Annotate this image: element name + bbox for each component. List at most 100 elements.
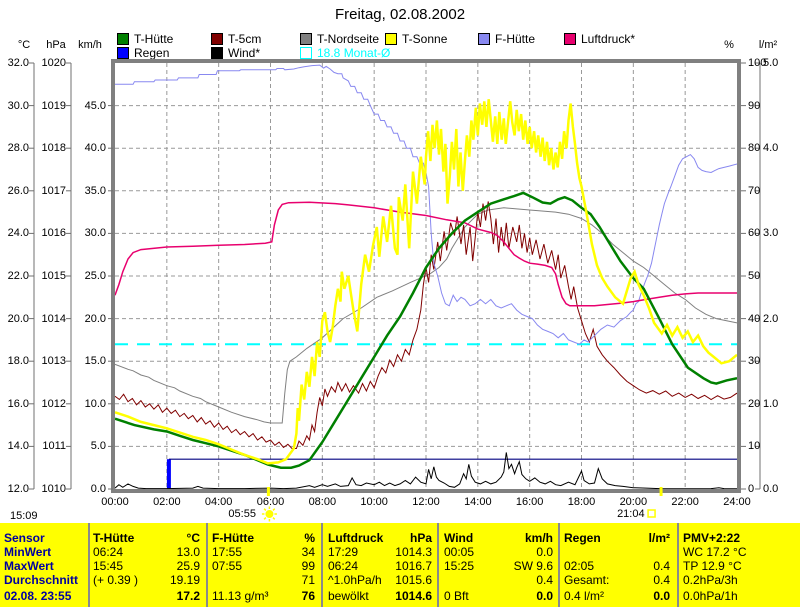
celsius-tick: 12.0	[7, 483, 29, 495]
hpa-tick: 1011	[42, 440, 66, 453]
legend-swatch	[300, 33, 312, 45]
time-tick: 04:00	[204, 496, 233, 508]
lm2-tick: 0.0	[763, 483, 779, 495]
series-T-Sonne	[115, 99, 737, 465]
hpa-tick: 1012	[41, 397, 66, 410]
legend-label: T-Hütte	[134, 32, 174, 46]
table-separator	[437, 523, 439, 607]
table-cell-value: 71	[301, 573, 315, 587]
table-header-name: T-Hütte	[93, 531, 135, 545]
table-cell-value: 0.4	[536, 573, 553, 587]
legend-label: T-Sonne	[402, 32, 448, 46]
lm2-tick: 1.0	[763, 397, 779, 410]
series-Wind	[115, 452, 737, 490]
pct-tick: 80	[748, 142, 761, 155]
hpa-tick: 1014	[41, 312, 66, 325]
lm2-tick: 3.0	[763, 227, 779, 240]
time-tick: 10:00	[360, 496, 388, 508]
table-cell-value: 1014.6	[395, 589, 432, 603]
table-cell-left: 02:05	[564, 559, 595, 573]
table-header-name: Regen	[564, 531, 601, 545]
table-cell-value: 76	[301, 589, 315, 603]
legend-swatch	[211, 47, 223, 59]
lm2-tick: 5.0	[763, 57, 779, 69]
table-separator	[321, 523, 323, 607]
pct-tick: 100	[748, 57, 767, 69]
hpa-tick: 1015	[41, 270, 66, 282]
kmh-tick: 35.0	[84, 184, 106, 197]
sunrise-icon	[261, 506, 277, 522]
hpa-tick: 1017	[41, 184, 66, 197]
table-separator	[88, 523, 90, 607]
table-cell-left: Gesamt:	[564, 573, 610, 587]
table-cell-left: 06:24	[93, 545, 124, 559]
kmh-tick: 30.0	[84, 227, 106, 240]
table-cell-left: 00:05	[444, 545, 475, 559]
kmh-tick: 20.0	[84, 312, 106, 325]
legend-label: T-5cm	[228, 32, 262, 46]
axis-unit-label: km/h	[78, 39, 102, 51]
hpa-tick: 1010	[41, 483, 66, 495]
celsius-tick: 14.0	[7, 440, 29, 453]
table-header-sensor: Sensor	[4, 531, 45, 545]
kmh-tick: 10.0	[84, 397, 106, 410]
kmh-tick: 40.0	[84, 142, 106, 155]
table-header-name: PMV+2:22	[683, 531, 741, 545]
axis-unit-label: %	[724, 39, 734, 51]
celsius-tick: 24.0	[7, 227, 29, 240]
time-tick: 22:00	[671, 496, 699, 508]
pct-tick: 90	[748, 99, 761, 112]
table-cell-value: 0.4	[653, 559, 670, 573]
table-cell-value: 0.0	[653, 589, 670, 603]
table-cell-left: WC 17.2 °C	[683, 545, 747, 559]
table-header-unit: l/m²	[648, 531, 670, 545]
legend-label: Regen	[134, 46, 170, 60]
celsius-tick: 32.0	[7, 57, 29, 69]
pct-tick: 30	[748, 355, 761, 368]
time-tick: 12:00	[412, 496, 440, 508]
kmh-tick: 15.0	[84, 355, 106, 368]
table-row-label: Durchschnitt	[4, 573, 79, 587]
legend-label: F-Hütte	[495, 32, 536, 46]
pct-tick: 60	[748, 227, 761, 240]
table-cell-left: 15:25	[444, 559, 475, 573]
hpa-tick: 1016	[41, 227, 66, 240]
pct-tick: 50	[748, 270, 761, 282]
pct-tick: 40	[748, 312, 761, 325]
legend-label: Luftdruck*	[581, 32, 636, 46]
hpa-tick: 1020	[41, 57, 66, 69]
pct-tick: 70	[748, 184, 761, 197]
time-tick: 24:00	[723, 496, 751, 508]
axis-unit-label: l/m²	[758, 39, 778, 51]
table-separator	[677, 523, 679, 607]
hpa-tick: 1013	[41, 355, 66, 368]
time-tick: 20:00	[619, 496, 648, 508]
table-cell-left: bewölkt	[328, 589, 369, 603]
legend-swatch	[117, 33, 129, 45]
table-row-label: 02.08. 23:55	[4, 589, 72, 603]
table-cell-value: 99	[301, 559, 315, 573]
celsius-tick: 20.0	[7, 312, 29, 325]
table-cell-left: 06:24	[328, 559, 359, 573]
series-F-Hütte	[115, 64, 737, 345]
table-row-label: MinWert	[4, 545, 52, 559]
table-cell-left: 17:29	[328, 545, 359, 559]
legend-swatch	[385, 33, 397, 45]
page-title: Freitag, 02.08.2002	[334, 6, 466, 23]
sunset-time: 21:04	[617, 508, 645, 520]
lm2-tick: 4.0	[763, 142, 779, 155]
table-header-unit: °C	[186, 531, 200, 545]
celsius-tick: 26.0	[7, 184, 29, 197]
legend-swatch	[478, 33, 490, 45]
series-T-5cm	[115, 201, 737, 449]
table-cell-value: 1015.6	[395, 573, 432, 587]
table-header-unit: hPa	[409, 531, 432, 545]
legend-swatch	[564, 33, 576, 45]
table-separator	[206, 523, 208, 607]
legend-label: T-Nordseite	[317, 32, 380, 46]
table-cell-left: 0 Bft	[444, 589, 469, 603]
table-cell-left: 0.2hPa/3h	[683, 573, 738, 587]
lm2-tick: 2.0	[763, 312, 779, 325]
table-header-unit: %	[304, 531, 315, 545]
sunrise-time: 05:55	[228, 508, 256, 520]
